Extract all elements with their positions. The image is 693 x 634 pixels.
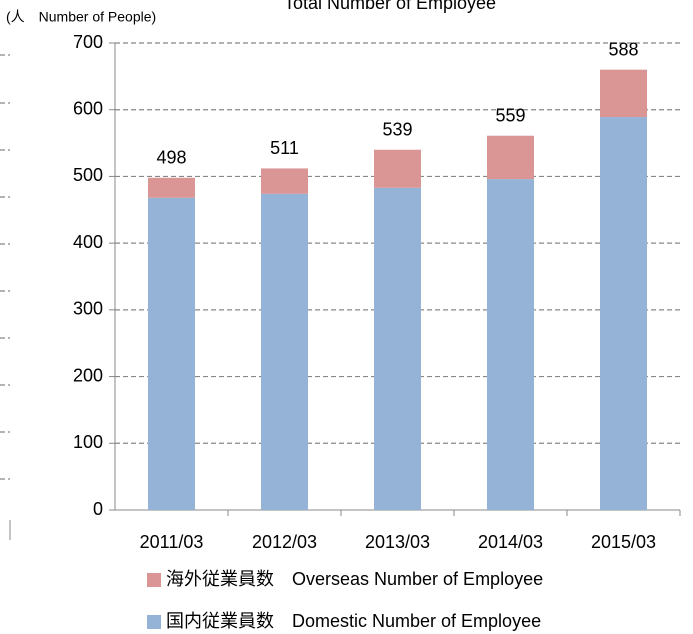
y-tick-label: 400: [73, 232, 103, 252]
x-tick-label: 2012/03: [252, 532, 317, 552]
y-tick-label: 100: [73, 432, 103, 452]
chart-title: Total Number of Employee: [284, 0, 496, 13]
bar-segment: [487, 135, 534, 180]
y-axis-label: (人 Number of People): [6, 9, 156, 25]
y-tick-label: 700: [73, 32, 103, 52]
x-tick-label: 2015/03: [591, 532, 656, 552]
x-tick-label: 2011/03: [140, 532, 204, 552]
bar-segment: [374, 149, 421, 188]
y-tick-label: 600: [73, 98, 103, 118]
legend-swatch: [147, 573, 161, 587]
legend-swatch: [147, 615, 161, 629]
bar-segment: [261, 168, 308, 194]
bar-segment: [148, 177, 195, 198]
y-tick-label: 0: [93, 499, 103, 519]
total-label: 511: [270, 138, 299, 158]
total-label: 588: [608, 39, 638, 59]
total-label: 539: [382, 119, 412, 139]
bar-segment: [600, 69, 647, 118]
total-label: 498: [156, 148, 186, 168]
legend-label: 海外従業員数 Overseas Number of Employee: [166, 569, 543, 589]
bar-segment: [600, 117, 647, 510]
total-label: 559: [495, 105, 525, 125]
x-tick-label: 2013/03: [365, 532, 430, 552]
y-tick-label: 300: [73, 299, 103, 319]
partial-left-chart: [0, 54, 11, 540]
bar-segment: [374, 187, 421, 510]
bar-segment: [261, 193, 308, 510]
bar-segment: [148, 197, 195, 510]
bar-segment: [487, 179, 534, 510]
y-tick-label: 500: [73, 165, 103, 185]
x-tick-label: 2014/03: [478, 532, 543, 552]
legend-label: 国内従業員数 Domestic Number of Employee: [166, 611, 541, 631]
y-tick-label: 200: [73, 365, 103, 385]
